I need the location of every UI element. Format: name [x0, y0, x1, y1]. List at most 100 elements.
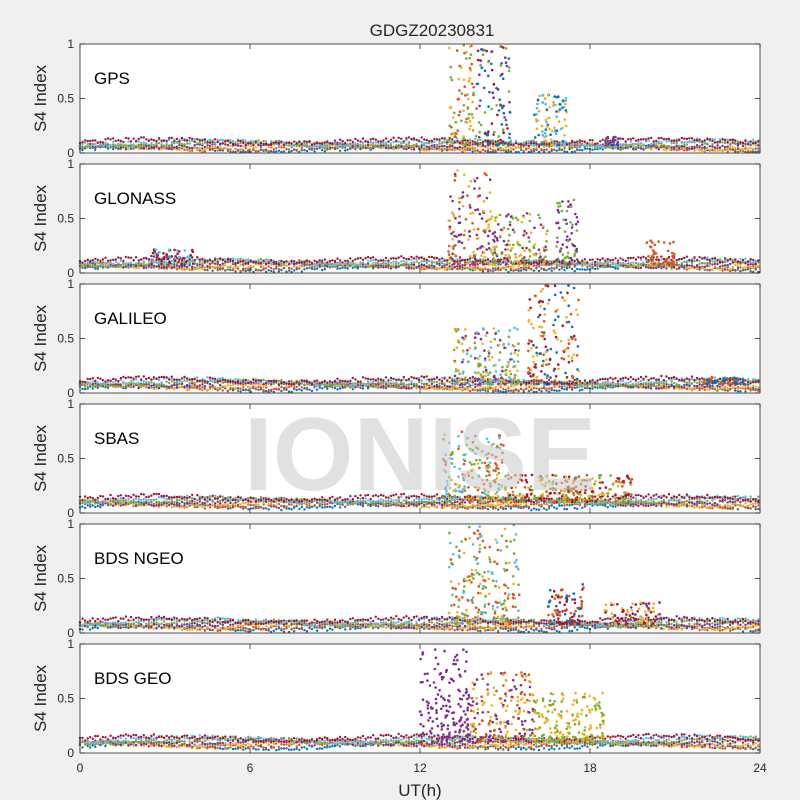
data-point [392, 146, 395, 149]
data-point [191, 265, 194, 269]
data-point [142, 143, 145, 146]
data-point [680, 261, 683, 265]
data-point [410, 258, 413, 261]
data-point [106, 259, 110, 262]
data-point [573, 145, 576, 149]
data-point [606, 264, 609, 267]
data-point [683, 266, 686, 269]
data-point [570, 226, 574, 229]
data-point [734, 258, 737, 261]
data-point [670, 139, 673, 142]
data-point [570, 267, 574, 271]
data-point [231, 266, 235, 270]
data-point [244, 269, 247, 273]
data-point [652, 266, 655, 269]
data-point [423, 144, 426, 147]
data-point [124, 136, 128, 140]
data-point [176, 252, 179, 256]
data-point [446, 145, 449, 149]
data-point [336, 262, 339, 266]
data-point [520, 220, 524, 224]
data-point [508, 110, 512, 114]
data-point [191, 267, 194, 271]
data-point [119, 264, 123, 267]
data-point [412, 263, 416, 266]
data-point [443, 268, 446, 271]
data-point [466, 145, 469, 148]
data-point [522, 141, 525, 144]
data-point [152, 144, 156, 147]
data-point [234, 270, 237, 273]
data-point [117, 256, 120, 259]
data-point [693, 138, 696, 142]
data-point [452, 142, 455, 145]
data-point [718, 138, 722, 141]
data-point [244, 143, 247, 147]
data-point [536, 98, 540, 102]
data-point [333, 142, 337, 145]
data-point [456, 267, 459, 271]
data-point [392, 260, 395, 263]
data-point [734, 150, 737, 153]
data-point [752, 258, 755, 262]
data-point [262, 148, 265, 152]
data-point [336, 145, 339, 148]
data-point [545, 261, 549, 265]
data-point [688, 137, 691, 140]
data-point [221, 149, 224, 152]
data-point [546, 94, 550, 97]
data-point [683, 146, 686, 150]
data-point [257, 139, 260, 142]
data-point [127, 145, 130, 148]
data-point [428, 264, 431, 267]
data-point [466, 267, 469, 270]
data-point [543, 259, 547, 262]
data-point [565, 245, 569, 249]
data-point [397, 145, 400, 148]
data-point [170, 140, 173, 144]
data-point [142, 141, 145, 144]
data-point [145, 145, 148, 148]
data-point [275, 150, 278, 153]
data-point [754, 150, 757, 153]
data-point [303, 260, 306, 264]
data-point [239, 139, 242, 143]
data-point [252, 143, 255, 147]
data-point [457, 113, 461, 117]
data-point [234, 261, 237, 265]
data-point [551, 104, 555, 107]
data-point [458, 215, 461, 218]
data-point [634, 145, 638, 149]
data-point [670, 142, 673, 145]
data-point [744, 266, 747, 269]
data-point [698, 265, 701, 269]
data-point [521, 246, 524, 250]
data-point [198, 149, 201, 152]
data-point [553, 126, 556, 129]
data-point [683, 149, 686, 152]
data-point [471, 150, 474, 153]
data-point [634, 139, 638, 142]
data-point [644, 146, 648, 149]
data-point [443, 259, 446, 262]
data-point [213, 145, 217, 149]
data-point [259, 142, 263, 145]
data-point [313, 147, 316, 150]
data-point [236, 265, 240, 269]
data-point [698, 138, 701, 141]
data-point [104, 266, 107, 269]
data-point [563, 143, 566, 146]
data-point [448, 262, 451, 265]
data-point [463, 265, 467, 269]
data-point [142, 147, 145, 150]
data-point [649, 245, 653, 249]
data-point [506, 127, 509, 130]
data-point [752, 142, 755, 145]
data-point [507, 69, 511, 73]
data-point [560, 387, 564, 390]
data-point [734, 148, 737, 152]
data-point [257, 144, 260, 147]
data-point [270, 150, 273, 153]
data-point [264, 390, 268, 393]
data-point [196, 267, 199, 270]
